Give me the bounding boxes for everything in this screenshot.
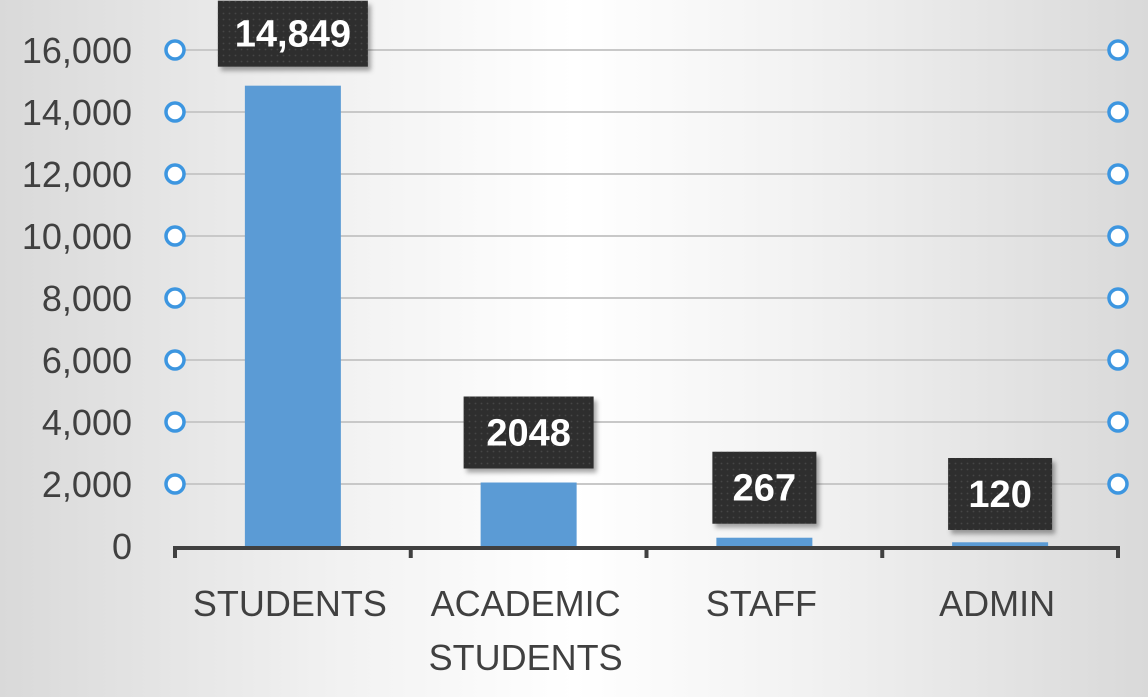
right-axis-marker: [1107, 101, 1129, 123]
y-tick-label: 4,000: [42, 402, 132, 443]
left-axis-marker: [164, 39, 186, 61]
y-tick-label: 14,000: [22, 92, 132, 133]
data-label-text: 2048: [486, 413, 571, 455]
data-label-texture: [948, 458, 1053, 530]
right-axis-marker: [1107, 473, 1129, 495]
left-axis-marker: [164, 225, 186, 247]
left-axis-marker: [164, 473, 186, 495]
data-label-texture: [463, 396, 594, 469]
data-label-texture: [217, 0, 368, 67]
y-tick-label: 6,000: [42, 340, 132, 381]
x-category-label: STAFF: [706, 583, 817, 624]
x-category-label: ADMIN: [939, 583, 1055, 624]
data-label-2: 2048: [463, 396, 594, 469]
right-axis-marker: [1107, 225, 1129, 247]
data-label-4: 120: [948, 458, 1053, 530]
x-category-label: STUDENTS: [429, 637, 623, 678]
bar-staff: [716, 537, 813, 546]
right-axis-marker: [1107, 411, 1129, 433]
y-tick-label: 8,000: [42, 278, 132, 319]
bar-students: [244, 85, 341, 546]
y-tick-label: 2,000: [42, 464, 132, 505]
bar-academic-students: [480, 482, 577, 546]
data-label-text: 14,849: [235, 14, 351, 56]
right-axis-marker: [1107, 39, 1129, 61]
data-label-texture: [712, 451, 817, 524]
y-tick-label: 12,000: [22, 154, 132, 195]
right-axis-marker: [1107, 163, 1129, 185]
data-label-text: 120: [968, 474, 1031, 516]
left-axis-marker: [164, 101, 186, 123]
x-category-label: STUDENTS: [193, 583, 387, 624]
left-axis-marker: [164, 349, 186, 371]
data-label-3: 267: [712, 451, 817, 524]
left-axis-marker: [164, 163, 186, 185]
left-axis-marker: [164, 287, 186, 309]
right-axis-marker: [1107, 287, 1129, 309]
y-tick-label: 16,000: [22, 30, 132, 71]
data-label-1: 14,849: [217, 0, 368, 67]
y-tick-label: 0: [112, 526, 132, 567]
y-tick-label: 10,000: [22, 216, 132, 257]
data-label-text: 267: [733, 468, 796, 510]
left-axis-marker: [164, 411, 186, 433]
right-axis-marker: [1107, 349, 1129, 371]
bar-admin: [952, 542, 1049, 546]
x-category-label: ACADEMIC: [431, 583, 621, 624]
